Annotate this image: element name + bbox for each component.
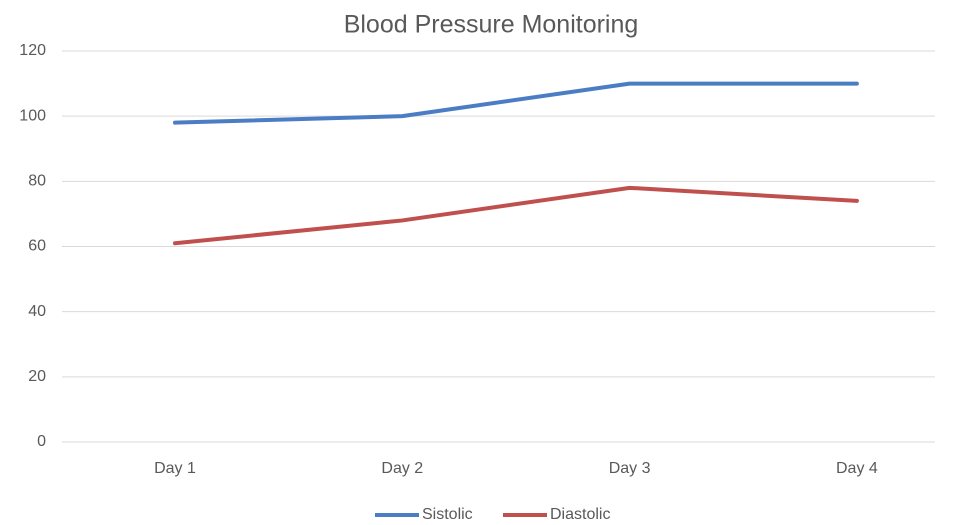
x-tick-label: Day 3: [609, 460, 651, 477]
y-tick-label: 0: [37, 433, 46, 450]
y-tick-label: 100: [19, 107, 46, 124]
y-tick-label: 40: [28, 303, 46, 320]
data-line: [173, 185, 859, 246]
chart-title: Blood Pressure Monitoring: [344, 11, 639, 39]
y-tick-label: 20: [28, 368, 46, 385]
data-line: [173, 81, 859, 125]
y-tick-label: 80: [28, 173, 46, 190]
y-tick-label: 120: [19, 42, 46, 59]
x-tick-label: Day 2: [381, 460, 423, 477]
x-tick-label: Day 1: [154, 460, 196, 477]
legend-label: Sistolic: [422, 506, 473, 523]
legend-label: Diastolic: [550, 506, 610, 523]
x-tick-label: Day 4: [836, 460, 878, 477]
y-tick-label: 60: [28, 238, 46, 255]
